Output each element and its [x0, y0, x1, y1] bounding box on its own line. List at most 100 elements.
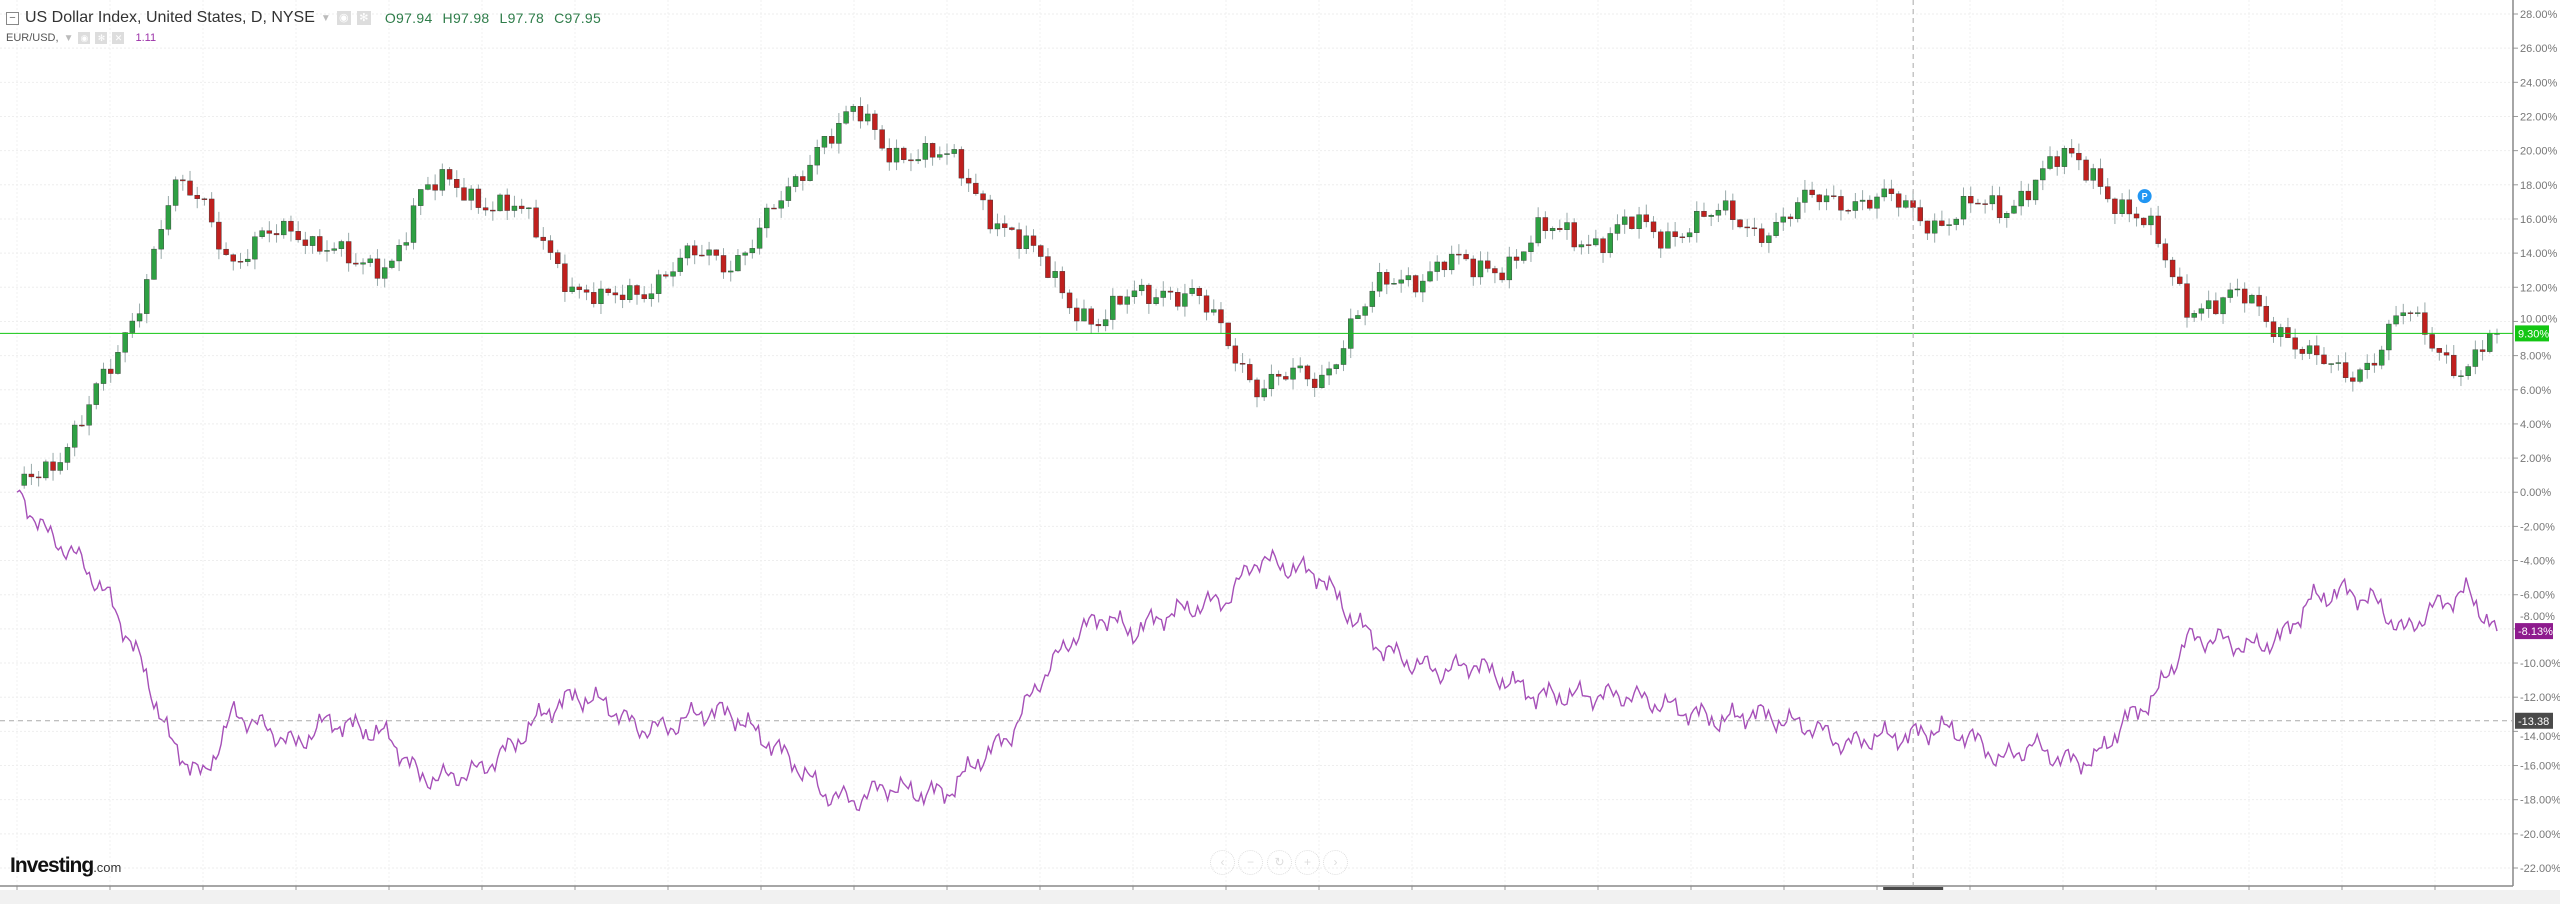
candle-body [518, 205, 525, 209]
candle-body [937, 154, 943, 158]
candle-body [965, 177, 972, 184]
candle-body [1311, 378, 1318, 388]
candle-body [1074, 307, 1080, 322]
candle-body [1917, 207, 1923, 222]
gear-icon[interactable]: ✻ [356, 11, 371, 25]
candle-body [1614, 224, 1621, 234]
candle-body [252, 236, 258, 260]
candle-body [1182, 293, 1188, 307]
candle-body [1831, 195, 1837, 197]
candle-body [2256, 294, 2262, 307]
candle-body [2126, 199, 2133, 215]
candle-body [1621, 216, 1628, 225]
candle-body [208, 198, 215, 223]
candle-body [2155, 215, 2161, 244]
candle-body [1434, 261, 1440, 272]
candle-body [1996, 195, 2003, 219]
dropdown-icon[interactable]: ▼ [320, 12, 331, 24]
y-tick-label: 22.00% [2520, 111, 2558, 123]
reset-button[interactable]: ↻ [1267, 850, 1292, 875]
candle-body [915, 159, 921, 162]
candle-body [144, 279, 150, 314]
candle-body [28, 473, 35, 478]
candle-body [1211, 309, 1217, 313]
candle-body [2191, 313, 2197, 318]
candle-body [317, 236, 323, 252]
candle-body [627, 285, 633, 300]
candle-body [1535, 217, 1541, 244]
candle-body [980, 193, 986, 201]
candle-body [1528, 242, 1534, 252]
candle-body [2133, 213, 2140, 219]
candle-body [1355, 315, 1361, 319]
candle-body [879, 129, 885, 149]
candle-body [432, 184, 438, 191]
candle-body [1420, 280, 1426, 293]
candle-body [461, 187, 467, 201]
candle-body [1571, 222, 1577, 248]
candle-body [691, 245, 698, 256]
candle-body [1737, 219, 1743, 228]
candle-body [194, 194, 200, 199]
scroll-right-button[interactable]: › [1323, 850, 1348, 875]
candle-body [1780, 216, 1786, 223]
eye-icon[interactable]: ◉ [336, 11, 351, 25]
candle-body [1903, 200, 1909, 208]
y-tick-label: 4.00% [2520, 419, 2551, 431]
zoom-in-button[interactable]: + [1295, 850, 1320, 875]
candle-body [2357, 369, 2363, 382]
candle-body [201, 198, 208, 200]
y-tick-label: 2.00% [2520, 453, 2551, 465]
candle-body [893, 147, 900, 163]
candle-body [792, 176, 799, 187]
crosshair-value-label: -13.38 [2518, 716, 2549, 728]
candle-body [1045, 256, 1051, 278]
candle-body [1160, 290, 1166, 298]
candle-body [1081, 308, 1087, 322]
investing-logo: Investing.com [10, 854, 122, 877]
zoom-out-button[interactable]: − [1238, 850, 1263, 875]
candle-body [2104, 186, 2111, 200]
candle-body [1247, 364, 1253, 381]
candle-body [1823, 195, 1830, 203]
dropdown-icon[interactable]: ▼ [63, 32, 74, 44]
candle-body [2241, 288, 2248, 304]
candle-body [1845, 210, 1851, 212]
candle-body [2299, 349, 2306, 354]
candle-body [1838, 196, 1844, 211]
compare-series-title: EUR/USD, [6, 32, 59, 44]
candle-body [2479, 349, 2486, 352]
candle-body [735, 255, 741, 272]
scroll-left-button[interactable]: ‹ [1210, 850, 1235, 875]
candle-body [2198, 308, 2205, 314]
candle-body [1146, 284, 1152, 304]
close-icon[interactable]: ✕ [112, 32, 125, 44]
candle-body [2220, 297, 2226, 315]
candle-body [511, 205, 518, 211]
candle-body [1463, 254, 1469, 260]
candle-body [129, 320, 136, 333]
candle-body [1650, 221, 1657, 233]
candle-body [800, 176, 806, 181]
candle-body [418, 189, 424, 206]
candle-body [1607, 233, 1613, 253]
candle-body [2068, 148, 2075, 154]
candle-body [1001, 223, 1008, 228]
candle-body [2025, 190, 2032, 201]
candle-body [1412, 275, 1419, 293]
candle-body [2451, 354, 2457, 377]
gear-icon[interactable]: ✻ [95, 32, 108, 44]
candle-body [605, 288, 611, 293]
eye-icon[interactable]: ◉ [78, 32, 91, 44]
candle-body [641, 294, 647, 300]
candle-body [1362, 306, 1368, 316]
y-tick-label: -2.00% [2520, 521, 2555, 533]
collapse-icon[interactable]: − [6, 11, 19, 25]
candle-body [180, 179, 186, 182]
candle-body [115, 352, 121, 374]
candle-body [2465, 366, 2471, 376]
candle-body [266, 230, 273, 234]
candle-body [2032, 179, 2039, 201]
candle-body [1124, 296, 1130, 305]
